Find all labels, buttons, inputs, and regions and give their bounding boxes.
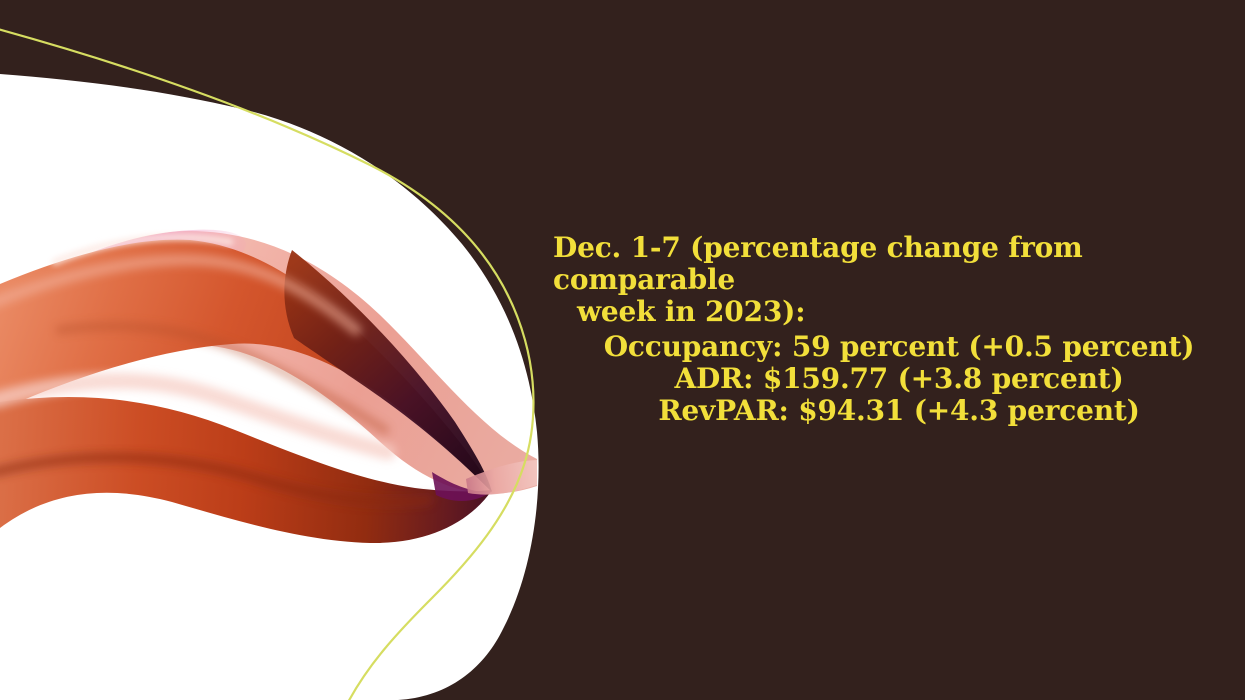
ribbon-pink-tail (466, 460, 537, 495)
stat-line-occupancy: Occupancy: 59 percent (+0.5 percent) (603, 330, 1195, 363)
heading-line-2: week in 2023): (577, 295, 806, 328)
ribbon-mid-shadow-streak (55, 321, 390, 435)
white-blob-shape (0, 74, 539, 700)
ribbon-light-valley-streak (0, 373, 396, 460)
ribbon-orange-band (0, 239, 492, 492)
stats-block: Occupancy: 59 percent (+0.5 percent) ADR… (553, 331, 1245, 427)
ribbon-lower-shadow-streak (0, 452, 433, 507)
ribbon-crest-rim-highlight (51, 233, 234, 266)
slide-heading: Dec. 1-7 (percentage change from compara… (553, 232, 1208, 328)
stat-line-revpar: RevPAR: $94.31 (+4.3 percent) (658, 394, 1140, 427)
stat-line-adr: ADR: $159.77 (+3.8 percent) (674, 362, 1124, 395)
red-ribbon-wave (0, 229, 537, 543)
accent-curve-line (0, 28, 535, 700)
ribbon-lower-band (0, 397, 492, 543)
ribbon-upper-highlight-streak (0, 254, 362, 336)
heading-line-1: Dec. 1-7 (percentage change from compara… (553, 231, 1083, 296)
